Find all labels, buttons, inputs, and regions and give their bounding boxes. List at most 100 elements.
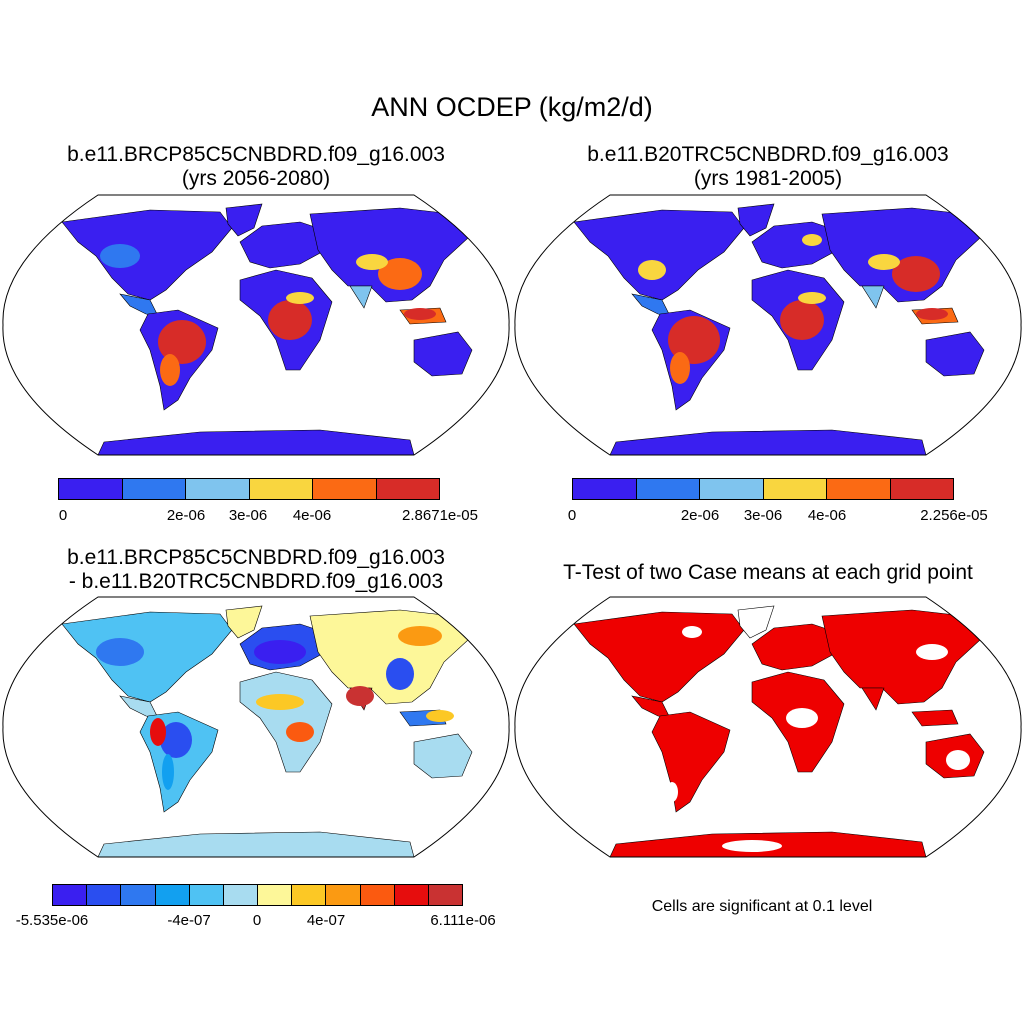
continent-na [573,209,745,301]
colorbar-swatch [376,479,439,499]
panel-1-tick-label: 2.8671e-05 [402,507,478,524]
continent-af [239,671,333,773]
field-patch [256,694,304,710]
field-patch [722,840,782,852]
field-patch [268,300,312,340]
continent-gr [225,203,263,237]
field-patch [638,260,666,280]
panel-3-title: b.e11.BRCP85C5CNBDRD.f09_g16.003 - b.e11… [0,546,512,594]
field-patch [158,320,206,364]
continent-na [61,611,233,703]
panel-2-map [514,194,1022,456]
field-patch [868,254,900,270]
continent-in [861,285,885,309]
panel-4-title: T-Test of two Case means at each grid po… [512,561,1024,585]
continent-in [349,285,373,309]
panel-3-case-name: b.e11.BRCP85C5CNBDRD.f09_g16.003 [67,546,445,569]
colorbar-swatch [121,885,156,905]
field-patch [96,638,144,666]
field-patch [254,640,306,664]
panel-1-colorbar [58,478,440,500]
panel-1-years: (yrs 2056-2080) [181,167,331,190]
field-patch [150,718,166,746]
field-patch [892,256,940,292]
map-boundary [514,596,1022,858]
field-patch [426,710,454,722]
colorbar-swatch [292,885,327,905]
colorbar-swatch [700,479,764,499]
continent-gr [737,203,775,237]
colorbar-swatch [360,885,395,905]
colorbar-swatch [223,885,259,905]
colorbar-swatch [258,885,293,905]
field-patch [682,626,702,638]
field-patch [670,352,690,384]
colorbar-swatch [890,479,953,499]
map-boundary [2,194,510,456]
colorbar-swatch [122,479,186,499]
panel-2-years: (yrs 1981-2005) [693,167,843,190]
continent-na [61,209,233,301]
figure-title: ANN OCDEP (kg/m2/d) [371,92,653,122]
panel-3-map [2,596,510,858]
colorbar-swatch [249,479,313,499]
field-patch [162,754,174,790]
colorbar-swatch [59,479,123,499]
panel-1-tick-label: 3e-06 [228,507,268,524]
panel-4-map [514,596,1022,858]
continent-as [309,609,471,705]
panel-3-minus-case-name: - b.e11.B20TRC5CNBDRD.f09_g16.003 [68,570,444,593]
field-patch [668,316,720,364]
field-patch [160,722,192,758]
colorbar-swatch [636,479,700,499]
panel-3-tick-label: 0 [252,912,262,929]
panel-3-tick-label: 6.111e-06 [430,912,496,929]
map-boundary [2,596,510,858]
field-patch [398,626,442,646]
panel-4-ttest-title: T-Test of two Case means at each grid po… [563,561,973,584]
panel-2-tick-label: 0 [567,507,577,524]
colorbar-swatch [189,885,224,905]
continent-gr [225,605,263,639]
field-patch [916,644,948,660]
field-patch [286,292,314,304]
continent-na [573,611,745,703]
colorbar-swatch [87,885,122,905]
colorbar-swatch [394,885,429,905]
colorbar-swatch [428,885,463,905]
field-patch [404,308,436,320]
panel-1-tick-label: 4e-06 [292,507,332,524]
panel-3-tick-label: -4e-07 [167,912,211,929]
field-patch [386,658,414,690]
panel-2-title: b.e11.B20TRC5CNBDRD.f09_g16.003 (yrs 198… [512,143,1024,191]
field-patch [786,708,818,728]
colorbar-swatch [186,479,250,499]
continent-sa [651,711,731,813]
significance-note: Cells are significant at 0.1 level [651,898,873,915]
panel-3-tick-label: -5.535e-06 [15,912,89,929]
continent-au [413,331,473,377]
field-patch [802,234,822,246]
colorbar-swatch [155,885,190,905]
continent-sea [911,709,959,727]
panel-1-tick-label: 2e-06 [166,507,206,524]
continent-in [861,687,885,711]
panel-1-tick-label: 0 [58,507,68,524]
field-patch [160,354,180,386]
colorbar-swatch [827,479,891,499]
panel-1-case-name: b.e11.BRCP85C5CNBDRD.f09_g16.003 [67,143,445,166]
continent-as [821,609,983,705]
field-patch [798,292,826,304]
panel-2-tick-label: 3e-06 [743,507,783,524]
panel-1-title: b.e11.BRCP85C5CNBDRD.f09_g16.003 (yrs 20… [0,143,512,191]
panel-2-colorbar [572,478,954,500]
panel-2-tick-label: 2.256e-05 [920,507,988,524]
field-patch [946,750,970,770]
continent-an [97,429,415,455]
colorbar-swatch [53,885,88,905]
field-patch [286,722,314,742]
panel-3-tick-label: 4e-07 [306,912,346,929]
field-patch [346,686,374,706]
field-patch [780,300,824,340]
